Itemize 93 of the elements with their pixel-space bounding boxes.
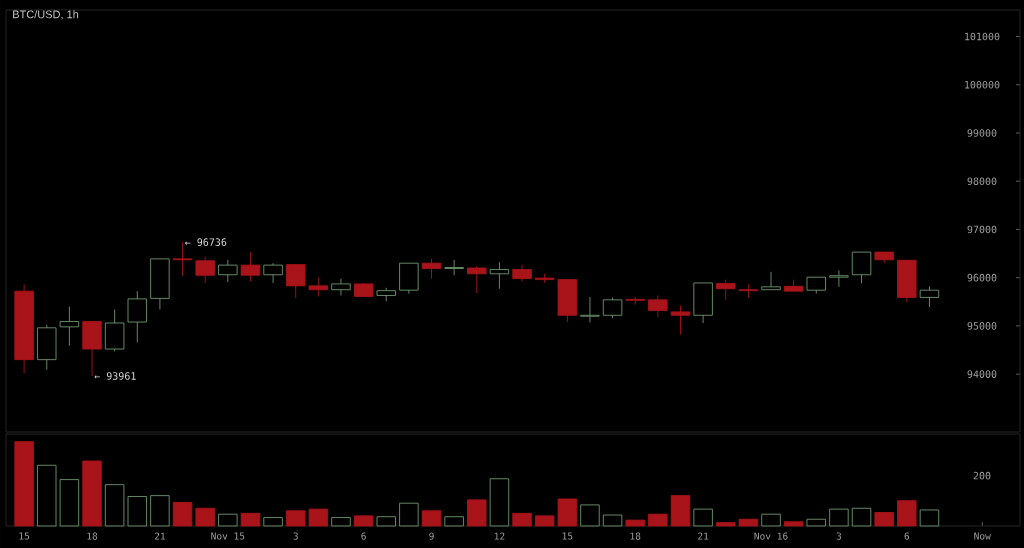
candlestick [919,285,940,308]
x-tick-label: 21 [154,532,165,540]
bar [648,513,668,527]
y-tick-label: 99000 [967,129,997,137]
candlestick [263,262,283,284]
candlestick [218,259,238,283]
bar [738,518,759,527]
annotation: 200 [973,471,991,480]
candlestick [285,263,306,299]
bar [806,518,827,527]
bar [919,509,940,527]
bar [670,495,691,527]
bar [602,514,623,527]
candlestick [580,296,600,323]
y-tick-label: 94000 [967,370,997,378]
bar [829,508,849,527]
annotation: ← 93961 [94,372,136,380]
bar [331,517,351,527]
candlestick [489,261,510,290]
x-tick-label: 18 [87,532,98,540]
y-tick-label: 98000 [967,177,997,185]
x-tick-label: Nov 15 [211,532,245,540]
candlestick [738,283,759,299]
bar [716,522,736,527]
candlestick [444,259,464,276]
bar [240,512,261,527]
bar [399,502,419,527]
bar [353,515,374,527]
bar [37,464,57,527]
candlestick [127,290,148,343]
bar [82,460,102,527]
y-tick-label: 101000 [965,32,1000,41]
bar [444,516,464,527]
x-tick-label: 21 [698,532,709,540]
bar [59,479,80,527]
x-tick-label: 15 [562,532,573,540]
candlestick [467,265,487,294]
y-tick-label: 96000 [967,273,997,282]
y-tick-label: 95000 [967,322,997,330]
candlestick [421,258,442,280]
x-tick-label: 6 [904,532,910,540]
candlestick [308,276,329,297]
bar [14,441,34,527]
bar [218,513,238,527]
bar [580,504,600,527]
bar [421,510,442,527]
candlestick [240,251,261,282]
x-tick-label: 15 [19,532,30,540]
bar [489,478,510,527]
candlestick [512,264,532,282]
bar [150,495,170,527]
bar [874,512,894,527]
bar [761,513,781,527]
bar [104,484,125,527]
x-tick-label: 3 [293,532,298,540]
x-tick-label: 12 [494,532,505,540]
chart-title: BTC/USD, 1h [13,10,79,20]
bar [897,500,917,527]
annotation: ← 96736 [185,238,227,246]
bar [376,516,396,527]
bar [512,512,532,527]
candlestick [670,305,691,336]
y-tick-label: 100000 [965,80,1000,89]
candlestick [829,269,849,288]
bar [534,515,555,527]
bar [783,521,804,527]
bar [195,507,215,527]
x-tick-label: Now [974,532,991,540]
candlestick [648,295,668,318]
x-tick-label: 3 [836,532,842,540]
y-tick-label: 97000 [967,225,997,234]
candlestick [331,278,351,296]
candlestick [59,306,80,347]
bar [693,508,713,527]
bar [127,496,148,527]
bar [467,499,487,527]
candlestick [195,255,215,284]
bar [308,508,329,527]
x-tick-label: 6 [361,532,366,540]
x-tick-label: 9 [429,532,434,540]
candlestick [761,271,781,291]
candlestick [851,251,872,284]
candlestick [716,279,736,301]
bar [557,498,578,527]
candlestick [602,296,623,319]
bar [625,519,645,527]
bar [851,507,872,527]
bar [172,501,193,527]
x-tick-label: Nov 16 [754,532,788,540]
x-tick-label: 18 [630,532,641,540]
bar [285,510,306,527]
bar [263,517,283,527]
candlestick [172,241,193,277]
